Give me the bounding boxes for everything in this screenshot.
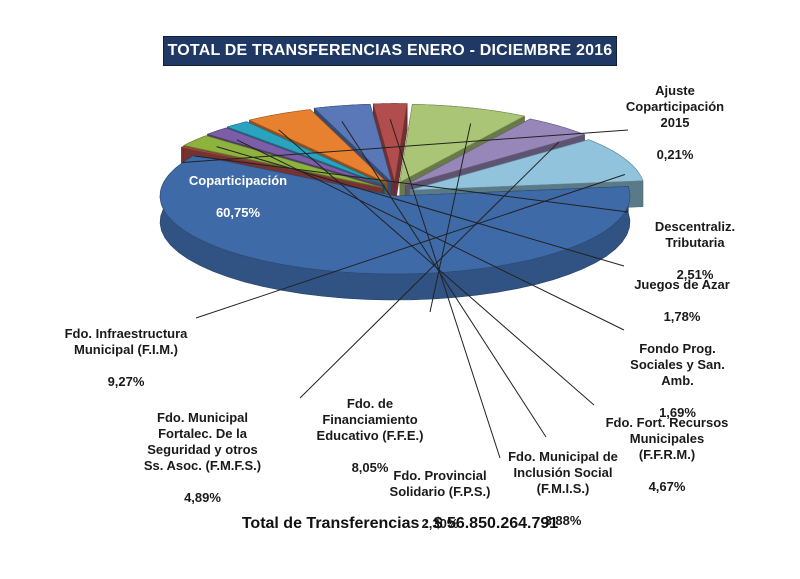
leader-line <box>216 146 625 267</box>
pie-slice-3 <box>206 127 384 187</box>
pie-slice-6 <box>313 103 393 183</box>
slice-percent: 60,75% <box>215 205 261 220</box>
leader-line <box>195 174 626 319</box>
chart-title: TOTAL DE TRANSFERENCIAS ENERO - DICIEMBR… <box>167 42 613 59</box>
slice-percent: 1,78% <box>663 309 701 324</box>
slice-name: Fdo. Fort. Recursos Municipales (F.F.R.M… <box>605 415 729 462</box>
slice-name: Fdo. Municipal Fortalec. De la Seguridad… <box>143 410 262 473</box>
slice-name: Fondo Prog. Sociales y San. Amb. <box>630 341 725 388</box>
pie-slice-10 <box>409 139 644 191</box>
slice-percent: 4,67% <box>648 479 686 494</box>
slice-percent: 4,89% <box>184 490 221 505</box>
leader-line <box>236 139 625 331</box>
slice-name: Juegos de Azar <box>634 277 730 292</box>
slice-percent: 3,88% <box>544 513 582 528</box>
slice-label-coparticipacion: Coparticipación 60,75% <box>168 157 308 237</box>
slice-percent: 1,69% <box>659 405 696 420</box>
leader-line <box>429 123 472 313</box>
slice-name: Fdo. Municipal de Inclusión Social (F.M.… <box>508 449 618 496</box>
slice-label-fmis: Fdo. Municipal de Inclusión Social (F.M.… <box>488 433 638 545</box>
slice-label-ffe: Fdo. de Financiamiento Educativo (F.F.E.… <box>300 380 440 492</box>
slice-label-descentraliz: Descentraliz. Tributaria 2,51% <box>630 203 760 299</box>
slice-name: Ajuste Coparticipación 2015 <box>625 83 725 130</box>
slice-label-ajuste: Ajuste Coparticipación 2015 0,21% <box>600 67 750 179</box>
slice-label-fps: Fdo. Provincial Solidario (F.P.S.) 2,30% <box>365 452 515 548</box>
slice-label-juegos-azar: Juegos de Azar 1,78% <box>622 261 742 341</box>
total-transfers: Total de Transferencias : $ 56.850.264.7… <box>241 515 559 532</box>
slice-label-ffrm: Fdo. Fort. Recursos Municipales (F.F.R.M… <box>592 399 742 511</box>
slice-label-fim: Fdo. Infraestructura Municipal (F.I.M.) … <box>36 310 216 406</box>
leader-line <box>341 121 547 438</box>
slice-label-fmfs: Fdo. Municipal Fortalec. De la Seguridad… <box>120 394 285 522</box>
slice-name: Fdo. de Financiamiento Educativo (F.F.E.… <box>316 396 424 443</box>
slice-percent: 9,27% <box>107 374 145 389</box>
slice-name: Fdo. Provincial Solidario (F.P.S.) <box>389 468 491 499</box>
slice-percent: 0,21% <box>656 147 694 162</box>
pie-slice-2 <box>183 135 383 188</box>
pie-slice-8 <box>399 104 526 183</box>
slice-percent: 2,30% <box>421 516 459 531</box>
slice-percent: 2,51% <box>676 267 714 282</box>
pie-slice-5 <box>248 109 388 184</box>
slice-name: Coparticipación <box>188 173 288 188</box>
slice-name: Fdo. Infraestructura Municipal (F.I.M.) <box>64 326 188 357</box>
slice-label-fondo-prog: Fondo Prog. Sociales y San. Amb. 1,69% <box>615 325 740 437</box>
pie-slice-0 <box>159 154 631 275</box>
slice-name: Descentraliz. Tributaria <box>654 219 736 250</box>
leader-line <box>389 119 501 459</box>
chart-title-box: TOTAL DE TRANSFERENCIAS ENERO - DICIEMBR… <box>163 36 617 66</box>
pie-slice-9 <box>405 118 586 186</box>
leader-line <box>182 129 629 164</box>
leader-line <box>299 141 560 399</box>
pie-slice-7 <box>372 103 408 182</box>
slice-percent: 8,05% <box>351 460 389 475</box>
